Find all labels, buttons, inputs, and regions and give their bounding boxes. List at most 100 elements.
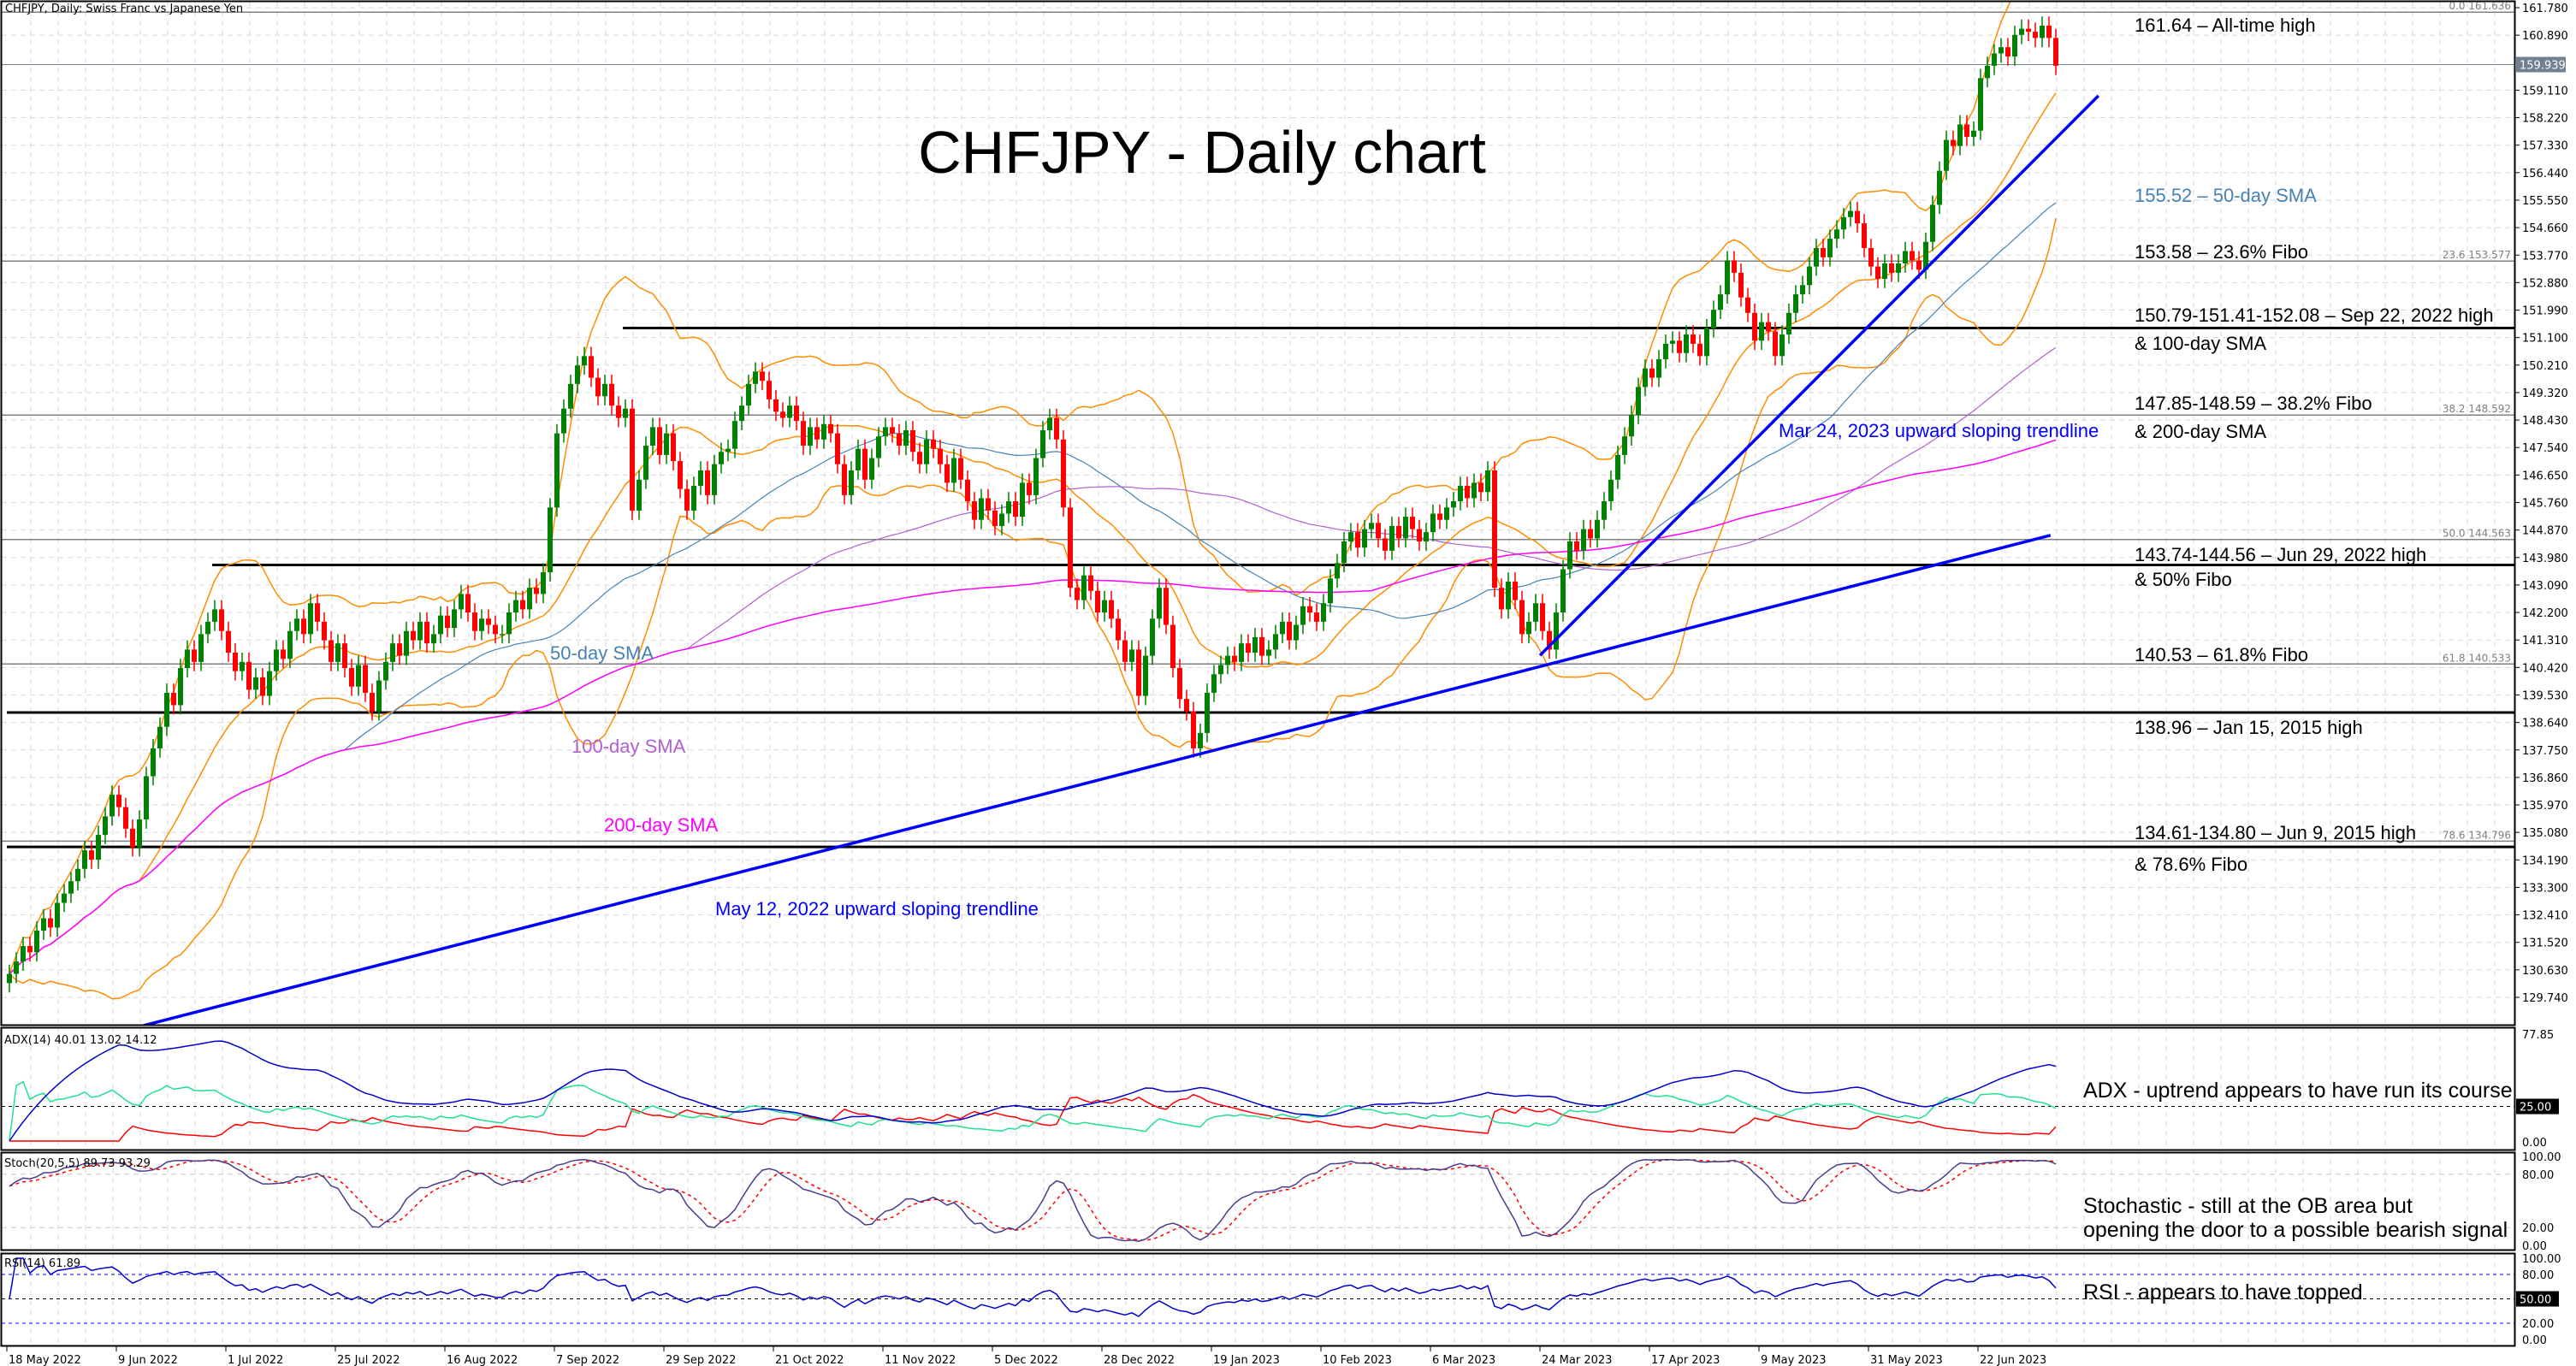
candle [246,653,252,700]
fibo-label: 0.0 161.636 [2449,0,2511,12]
candle [1403,507,1408,548]
candle-body [2026,28,2031,33]
candle-body [342,643,347,669]
candle-body [1581,529,1586,551]
candle-body [144,776,149,819]
candle [835,423,840,474]
candle [1540,594,1545,641]
candle-body [500,634,505,636]
candle-body [561,408,566,434]
candle [486,609,491,635]
candle [226,621,231,662]
price-tick-label: 142.200 [2522,607,2568,620]
candle-body [1910,251,1915,261]
candle [1807,257,1812,295]
candle [1957,115,1963,156]
candle-body [1588,529,1593,539]
candle-body [363,665,368,693]
rsi-line [9,1257,2057,1317]
candle [130,819,135,857]
candle [760,362,765,391]
candle [390,634,395,671]
candle [1773,322,1778,366]
candle [506,603,512,644]
candle-body [623,408,628,418]
candle-body [89,850,94,860]
candle [671,423,676,470]
candle-body [678,461,683,489]
candle [719,442,724,474]
candle-body [849,470,854,495]
candle-body [1273,634,1278,650]
candle [465,584,471,622]
candle [1033,448,1039,505]
candle [1205,683,1210,742]
candle [178,659,183,715]
candle [1971,121,1976,146]
candle [1506,572,1511,619]
adx-tick-label: 0.00 [2522,1137,2547,1150]
candle [1485,461,1490,502]
candle-body [1040,430,1045,458]
candle [1814,239,1819,276]
date-tick-label: 7 Sep 2022 [556,1354,619,1366]
candle-body [794,405,799,422]
candle [424,612,429,653]
candle [164,683,169,736]
candle-body [1444,507,1449,520]
candle-body [527,588,532,610]
candle-body [760,371,765,381]
fibo-label: 23.6 153.577 [2443,249,2511,261]
candle-body [650,427,655,446]
candle [1047,408,1052,440]
note-jun9-1: 134.61-134.80 – Jun 9, 2015 high [2135,822,2416,843]
candle-body [27,946,33,953]
candle-body [1061,439,1066,508]
candle [1170,615,1175,677]
candle [329,630,334,671]
candle-body [424,621,429,644]
candle [1800,275,1805,304]
candle-body [1677,340,1682,353]
candle [1383,529,1388,560]
candle-body [2019,28,2024,35]
candle-body [1814,247,1819,267]
candle-body [1547,630,1552,650]
price-tick-label: 146.650 [2522,470,2568,482]
candle [1882,254,1887,288]
candle [630,399,635,520]
candle [1088,565,1093,600]
candle [595,368,601,406]
candle [1116,609,1121,650]
candle-body [1663,343,1668,359]
candle [308,594,313,644]
candle-body [876,436,881,458]
candle [548,498,553,582]
candle-body [1348,532,1353,541]
candle-body [1649,368,1655,378]
price-tick-label: 139.530 [2522,689,2568,702]
candle-body [1328,578,1333,604]
candle [1102,590,1107,622]
candle-body [1807,266,1812,286]
candle [1122,630,1128,671]
candle [2026,19,2031,41]
price-tick-label: 143.090 [2522,580,2568,593]
candle-body [1047,417,1052,430]
candle [1157,578,1162,629]
candle-body [1314,612,1319,622]
candle [828,414,833,443]
candle-body [1143,655,1148,696]
candle-body [924,439,929,464]
price-tick-label: 130.630 [2522,965,2568,978]
candle [1999,38,2004,63]
candle-body [1020,482,1025,517]
rsi-tick-label: 20.00 [2522,1318,2554,1331]
candle [958,448,963,489]
candle-body [1465,486,1470,499]
candle-body [1752,312,1757,341]
candle-body [390,643,395,662]
candle-body [1252,636,1258,653]
candle [945,454,950,493]
candle-body [486,618,491,625]
